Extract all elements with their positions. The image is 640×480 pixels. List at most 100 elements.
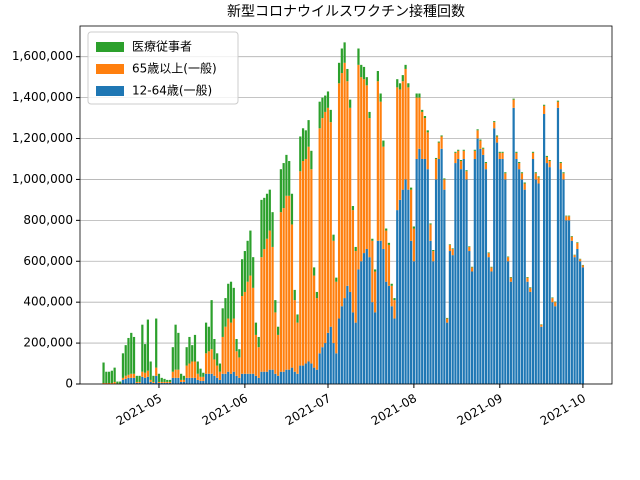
bar-segment xyxy=(249,373,252,384)
bar-segment xyxy=(484,163,488,170)
bar-segment xyxy=(132,336,136,374)
x-tick-label: 2021-07 xyxy=(283,391,333,428)
bar-segment xyxy=(207,326,210,352)
bar-segment xyxy=(448,244,452,252)
bar-segment xyxy=(506,257,510,262)
legend-box xyxy=(87,31,239,105)
bar-segment xyxy=(282,371,285,384)
bar-segment xyxy=(398,83,402,90)
bar-segment xyxy=(271,369,274,384)
bar-segment xyxy=(581,267,585,384)
bar-segment xyxy=(135,381,138,383)
bar-segment xyxy=(543,105,546,114)
bar-segment xyxy=(534,172,537,174)
bar-segment xyxy=(144,372,147,378)
bar-segment xyxy=(321,347,324,384)
bar-segment xyxy=(337,62,341,84)
bar-segment xyxy=(390,283,393,286)
bar-segment xyxy=(313,275,316,368)
bar-segment xyxy=(459,169,463,384)
bar-segment xyxy=(121,377,125,380)
bar-segment xyxy=(221,308,224,337)
bar-segment xyxy=(337,318,341,384)
bar-segment xyxy=(243,291,246,374)
bar-segment xyxy=(263,371,266,384)
bar-segment xyxy=(465,170,468,172)
bar-segment xyxy=(373,312,377,384)
bar-segment xyxy=(265,371,269,384)
bar-segment xyxy=(157,373,161,382)
bar-segment xyxy=(404,64,407,69)
bar-segment xyxy=(415,158,418,384)
bar-segment xyxy=(412,226,415,229)
bar-segment xyxy=(451,255,454,384)
bar-segment xyxy=(537,183,540,384)
bar-segment xyxy=(362,66,366,80)
bar-segment xyxy=(210,300,213,350)
bar-segment xyxy=(462,158,465,384)
bar-segment xyxy=(567,216,571,221)
bar-segment xyxy=(523,183,526,190)
bar-segment xyxy=(495,136,499,143)
bar-segment xyxy=(235,338,238,352)
bar-segment xyxy=(340,73,343,307)
bar-segment xyxy=(326,332,330,384)
bar-segment xyxy=(188,336,191,364)
bar-segment xyxy=(465,179,468,384)
bar-segment xyxy=(132,377,136,384)
bar-segment xyxy=(412,228,415,262)
bar-segment xyxy=(324,343,327,384)
bar-segment xyxy=(160,381,163,383)
bar-segment xyxy=(529,287,532,292)
bar-segment xyxy=(318,101,321,129)
plot-frame xyxy=(79,25,613,385)
bar-segment xyxy=(141,324,144,372)
bar-segment xyxy=(155,375,158,384)
bar-segment xyxy=(171,347,174,372)
bar-segment xyxy=(130,373,133,378)
bar-segment xyxy=(301,161,305,366)
bar-segment xyxy=(371,302,374,384)
bar-segment xyxy=(304,363,307,384)
bar-segment xyxy=(166,382,169,384)
bar-segment xyxy=(174,324,177,370)
bar-segment xyxy=(152,375,155,382)
bar-segment xyxy=(121,353,125,378)
bar-segment xyxy=(329,326,332,384)
bar-segment xyxy=(437,158,440,384)
bar-segment xyxy=(404,179,407,384)
bar-segment xyxy=(246,240,249,282)
bar-segment xyxy=(423,118,427,159)
bar-segment xyxy=(296,322,299,374)
bar-segment xyxy=(565,215,568,217)
bar-segment xyxy=(254,334,258,376)
bar-segment xyxy=(545,163,548,384)
bar-segment xyxy=(382,146,385,249)
legend-label: 医療従事者 xyxy=(132,40,192,54)
bar-segment xyxy=(376,71,379,82)
bar-segment xyxy=(570,236,573,237)
bar-segment xyxy=(387,244,391,286)
bar-segment xyxy=(526,277,529,282)
bar-segment xyxy=(418,148,421,384)
bar-segment xyxy=(407,87,410,190)
bar-segment xyxy=(191,345,194,362)
bar-segment xyxy=(554,301,557,303)
bar-segment xyxy=(282,208,285,372)
bar-segment xyxy=(362,79,366,254)
bar-segment xyxy=(562,172,565,174)
bar-segment xyxy=(254,322,258,335)
bar-segment xyxy=(426,169,429,384)
bar-segment xyxy=(163,381,166,383)
bar-segment xyxy=(512,107,515,384)
bar-segment xyxy=(365,77,368,86)
bar-segment xyxy=(526,277,529,278)
bar-segment xyxy=(335,281,338,354)
bar-segment xyxy=(130,377,133,384)
bar-segment xyxy=(487,257,490,384)
bar-segment xyxy=(548,159,551,162)
bar-segment xyxy=(216,377,219,384)
bar-segment xyxy=(326,91,330,108)
bar-segment xyxy=(279,169,282,213)
bar-segment xyxy=(193,361,197,378)
